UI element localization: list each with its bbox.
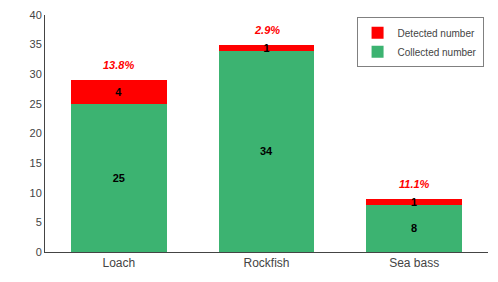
svg-text:1: 1 — [411, 196, 417, 208]
svg-text:1: 1 — [263, 42, 269, 54]
svg-text:25: 25 — [30, 98, 42, 110]
svg-text:30: 30 — [30, 68, 42, 80]
svg-text:34: 34 — [260, 145, 273, 157]
svg-text:Sea bass: Sea bass — [389, 256, 439, 270]
svg-text:13.8%: 13.8% — [103, 59, 134, 71]
svg-text:25: 25 — [113, 172, 125, 184]
svg-text:0: 0 — [36, 246, 42, 258]
svg-text:40: 40 — [30, 9, 42, 21]
svg-text:2.9%: 2.9% — [254, 24, 280, 36]
svg-text:11.1%: 11.1% — [399, 178, 430, 190]
svg-text:Detected number: Detected number — [398, 28, 475, 39]
svg-text:Rockfish: Rockfish — [243, 256, 289, 270]
svg-text:5: 5 — [36, 216, 42, 228]
svg-text:15: 15 — [30, 157, 42, 169]
svg-text:4: 4 — [115, 86, 122, 98]
svg-text:35: 35 — [30, 38, 42, 50]
svg-text:10: 10 — [30, 187, 42, 199]
svg-text:Collected number: Collected number — [398, 47, 477, 58]
svg-text:Loach: Loach — [102, 256, 135, 270]
svg-text:8: 8 — [411, 222, 417, 234]
svg-text:20: 20 — [30, 127, 42, 139]
